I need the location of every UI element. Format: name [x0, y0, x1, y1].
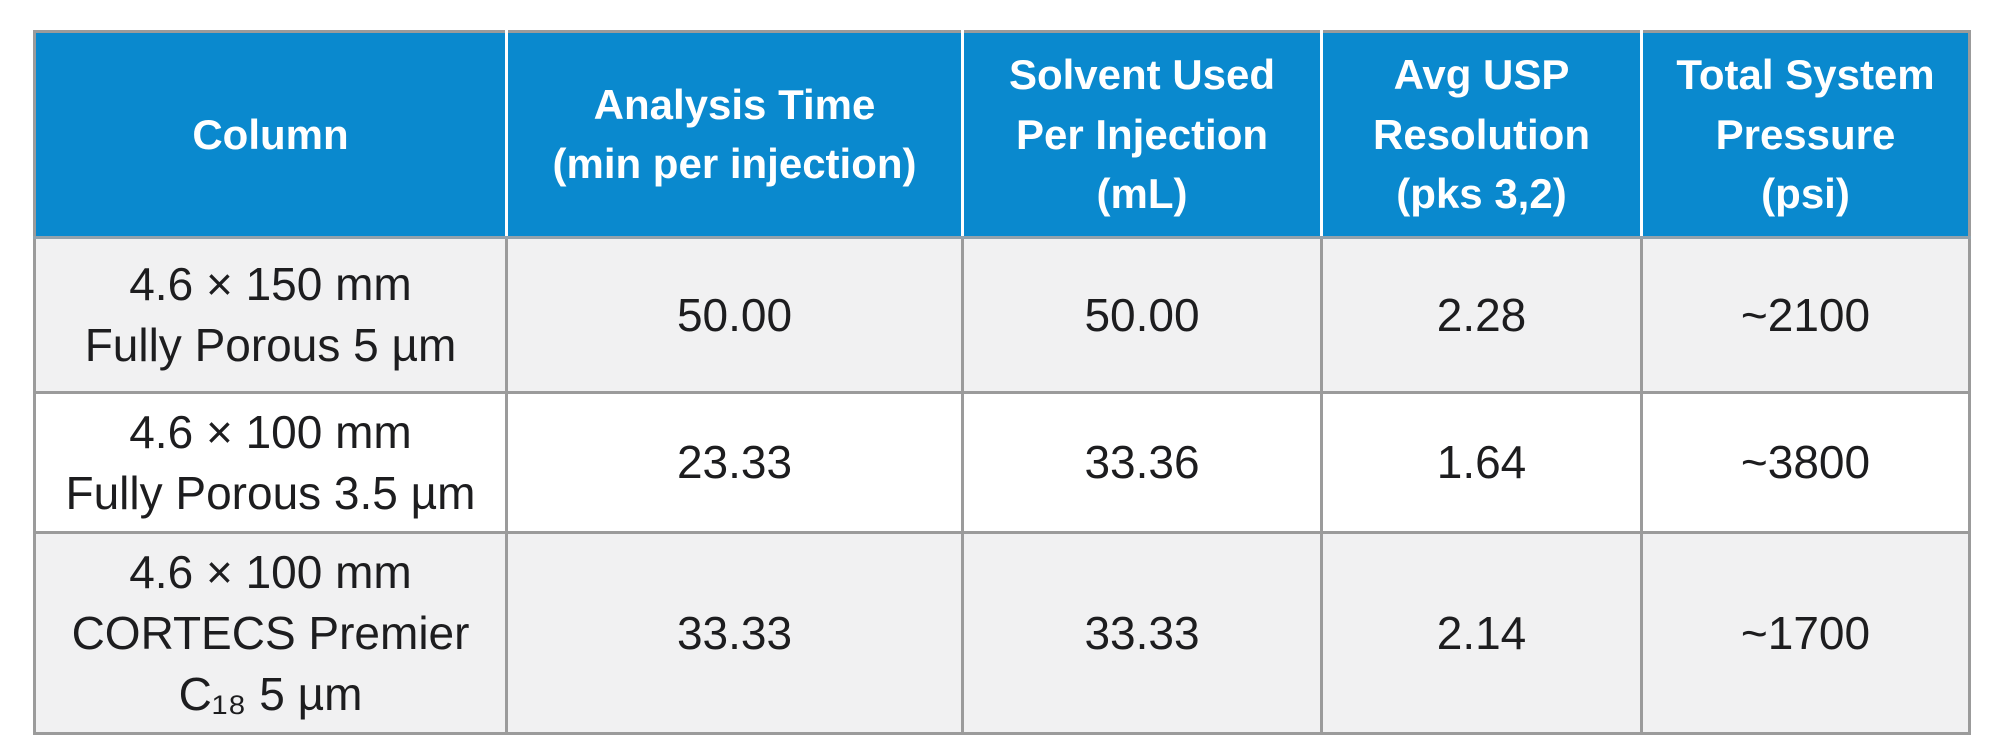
cell-column-name: 4.6 × 100 mm CORTECS Premier C₁₈ 5 µm: [34, 532, 508, 734]
cell-total-system-pressure: ~1700: [1641, 532, 1970, 734]
cell-analysis-time: 33.33: [506, 532, 964, 734]
cell-solvent-used: 33.33: [962, 532, 1323, 734]
table-header-row: Column Analysis Time (min per injection)…: [34, 31, 1970, 239]
cell-avg-usp-resolution: 2.28: [1321, 237, 1643, 394]
cell-total-system-pressure: ~2100: [1641, 237, 1970, 394]
cell-solvent-used: 50.00: [962, 237, 1323, 394]
cell-avg-usp-resolution: 2.14: [1321, 532, 1643, 734]
table-row: 4.6 × 100 mm CORTECS Premier C₁₈ 5 µm 33…: [34, 532, 1970, 734]
header-cell-column: Column: [34, 31, 508, 239]
header-cell-avg-usp-resolution: Avg USP Resolution (pks 3,2): [1321, 31, 1643, 239]
cell-column-name: 4.6 × 100 mm Fully Porous 3.5 µm: [34, 392, 508, 535]
header-cell-solvent-used: Solvent Used Per Injection (mL): [962, 31, 1323, 239]
cell-avg-usp-resolution: 1.64: [1321, 392, 1643, 535]
cell-analysis-time: 50.00: [506, 237, 964, 394]
table-row: 4.6 × 150 mm Fully Porous 5 µm 50.00 50.…: [34, 237, 1970, 394]
column-comparison-table: Column Analysis Time (min per injection)…: [33, 30, 1971, 736]
header-cell-total-system-pressure: Total System Pressure (psi): [1641, 31, 1970, 239]
cell-analysis-time: 23.33: [506, 392, 964, 535]
cell-column-name: 4.6 × 150 mm Fully Porous 5 µm: [34, 237, 508, 394]
cell-solvent-used: 33.36: [962, 392, 1323, 535]
table-row: 4.6 × 100 mm Fully Porous 3.5 µm 23.33 3…: [34, 392, 1970, 535]
cell-total-system-pressure: ~3800: [1641, 392, 1970, 535]
header-cell-analysis-time: Analysis Time (min per injection): [506, 31, 964, 239]
